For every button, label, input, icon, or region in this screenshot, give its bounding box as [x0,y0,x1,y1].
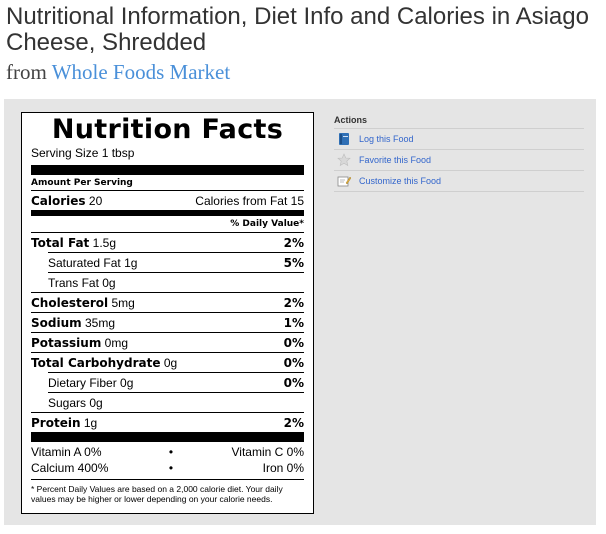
nutrient-percent: 2% [283,295,304,310]
nutrient-amount: 0g [89,395,103,410]
footnote: * Percent Daily Values are based on a 2,… [31,479,304,504]
calories-value: 20 [88,193,103,208]
nutrient-row-trans-fat: Trans Fat 0g [48,272,304,292]
nutrition-label: Nutrition Facts Serving Size 1 tbsp Amou… [21,112,314,514]
action-label: Favorite this Food [359,155,432,165]
nutrient-name: Sugars [48,395,87,410]
nutrient-name: Sodium [31,315,82,330]
nutrient-amount: 0g [102,275,116,290]
content-panel: Nutrition Facts Serving Size 1 tbsp Amou… [4,99,596,525]
star-icon [337,153,351,167]
action-label: Customize this Food [359,176,442,186]
nutrient-amount: 0g [163,355,178,370]
nutrient-row-protein: Protein 1g 2% [31,412,304,432]
nutrient-row-sugars: Sugars 0g [48,392,304,412]
from-prefix: from [6,60,47,84]
vitamin-right: Vitamin C 0% [231,445,304,459]
nutrient-row-cholesterol: Cholesterol 5mg 2% [31,292,304,312]
nutrient-amount: 35mg [84,315,116,330]
nutrient-percent: 1% [283,315,304,330]
nutrient-amount: 1g [83,415,98,430]
edit-pencil-icon [337,174,352,188]
nutrition-facts-heading: Nutrition Facts [51,114,284,145]
nutrient-row-saturated-fat: Saturated Fat 1g 5% [48,252,304,272]
action-label: Log this Food [359,134,414,144]
calories-row: Calories 20 Calories from Fat 15 [31,190,304,210]
nutrient-percent: 2% [283,415,304,430]
page-title: Nutritional Information, Diet Info and C… [6,3,589,56]
nutrient-percent: 0% [283,355,304,370]
nutrient-row-dietary-fiber: Dietary Fiber 0g 0% [48,372,304,392]
log-book-icon [337,132,351,146]
nutrient-percent: 0% [283,335,304,350]
nutrient-name: Protein [31,415,81,430]
bullet-separator: • [168,461,174,475]
nutrient-row-potassium: Potassium 0mg 0% [31,332,304,352]
calories-from-fat: Calories from Fat 15 [195,193,304,208]
nutrient-amount: 5mg [111,295,135,310]
favorite-food-link[interactable]: Favorite this Food [334,149,584,170]
actions-title: Actions [334,115,368,125]
vitamin-right: Iron 0% [262,461,304,475]
log-food-link[interactable]: Log this Food [334,128,584,149]
nutrient-row-sodium: Sodium 35mg 1% [31,312,304,332]
amount-per-serving: Amount Per Serving [31,178,133,188]
thick-divider [31,432,304,442]
nutrient-row-total-fat: Total Fat 1.5g 2% [31,232,304,252]
nutrient-name: Total Carbohydrate [31,355,161,370]
nutrient-name: Trans Fat [48,275,99,290]
vitamin-left: Vitamin A 0% [31,445,102,459]
nutrient-name: Saturated Fat [48,255,121,270]
nutrient-name: Total Fat [31,235,90,250]
brand-line: from Whole Foods Market [6,60,230,85]
nutrient-name: Potassium [31,335,102,350]
nutrient-percent: 5% [283,255,304,270]
daily-value-header: % Daily Value* [230,219,304,229]
calories-label: Calories [31,193,86,208]
nutrient-percent: 0% [283,375,304,390]
customize-food-link[interactable]: Customize this Food [334,170,584,192]
serving-size: Serving Size 1 tbsp [31,146,135,160]
nutrient-amount: 0g [120,375,134,390]
nutrient-amount: 1g [124,255,138,270]
nutrient-percent: 2% [283,235,304,250]
nutrient-name: Dietary Fiber [48,375,117,390]
nutrient-amount: 1.5g [92,235,116,250]
nutrient-name: Cholesterol [31,295,109,310]
actions-sidebar: Actions Log this Food Favorite this Food… [334,112,584,192]
vitamin-row: Vitamin A 0% • Vitamin C 0% [31,444,304,460]
vitamin-left: Calcium 400% [31,461,109,475]
nutrient-row-total-carbohydrate: Total Carbohydrate 0g 0% [31,352,304,372]
thick-divider [31,165,304,175]
medium-divider [31,210,304,216]
brand-link[interactable]: Whole Foods Market [51,60,231,84]
bullet-separator: • [168,445,174,459]
vitamin-row: Calcium 400% • Iron 0% [31,460,304,476]
nutrient-amount: 0mg [104,335,129,350]
